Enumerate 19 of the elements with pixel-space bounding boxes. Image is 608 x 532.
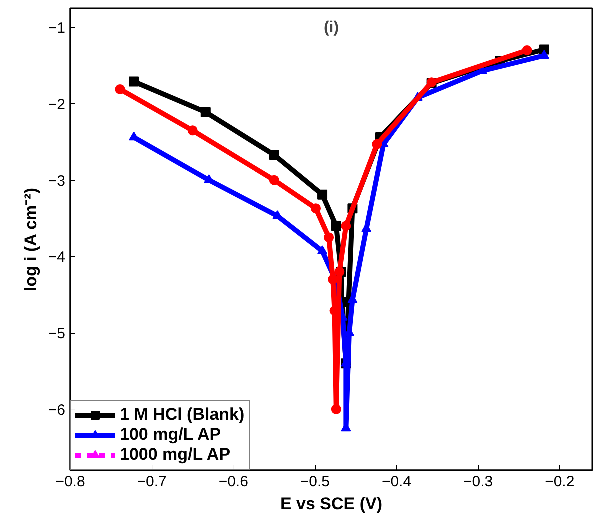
- y-tick-label: −4: [48, 249, 66, 266]
- legend-label: 100 mg/L AP: [120, 425, 222, 445]
- x-tick-label: −0.5: [300, 474, 330, 490]
- y-tick-label: −3: [48, 172, 66, 190]
- legend-label: 1 M HCl (Blank): [120, 405, 245, 425]
- x-tick-label: −0.7: [137, 474, 167, 490]
- x-tick-label: −0.8: [56, 474, 86, 490]
- y-tick-label: −6: [48, 402, 66, 419]
- x-tick-label: −0.2: [545, 474, 575, 490]
- y-tick-label: −5: [48, 326, 66, 343]
- y-tick-label: −2: [48, 96, 66, 114]
- text: (i): [324, 20, 340, 36]
- x-axis-title: E vs SCE (V): [280, 494, 383, 514]
- x-tick-label: −0.4: [382, 474, 412, 490]
- y-axis-title: log i (A cm⁻²): [21, 188, 40, 292]
- x-tick-label: −0.3: [464, 474, 494, 490]
- legend-label: 1000 mg/L AP: [120, 445, 231, 465]
- y-tick-label: −1: [48, 20, 66, 38]
- x-tick-label: −0.6: [218, 474, 248, 490]
